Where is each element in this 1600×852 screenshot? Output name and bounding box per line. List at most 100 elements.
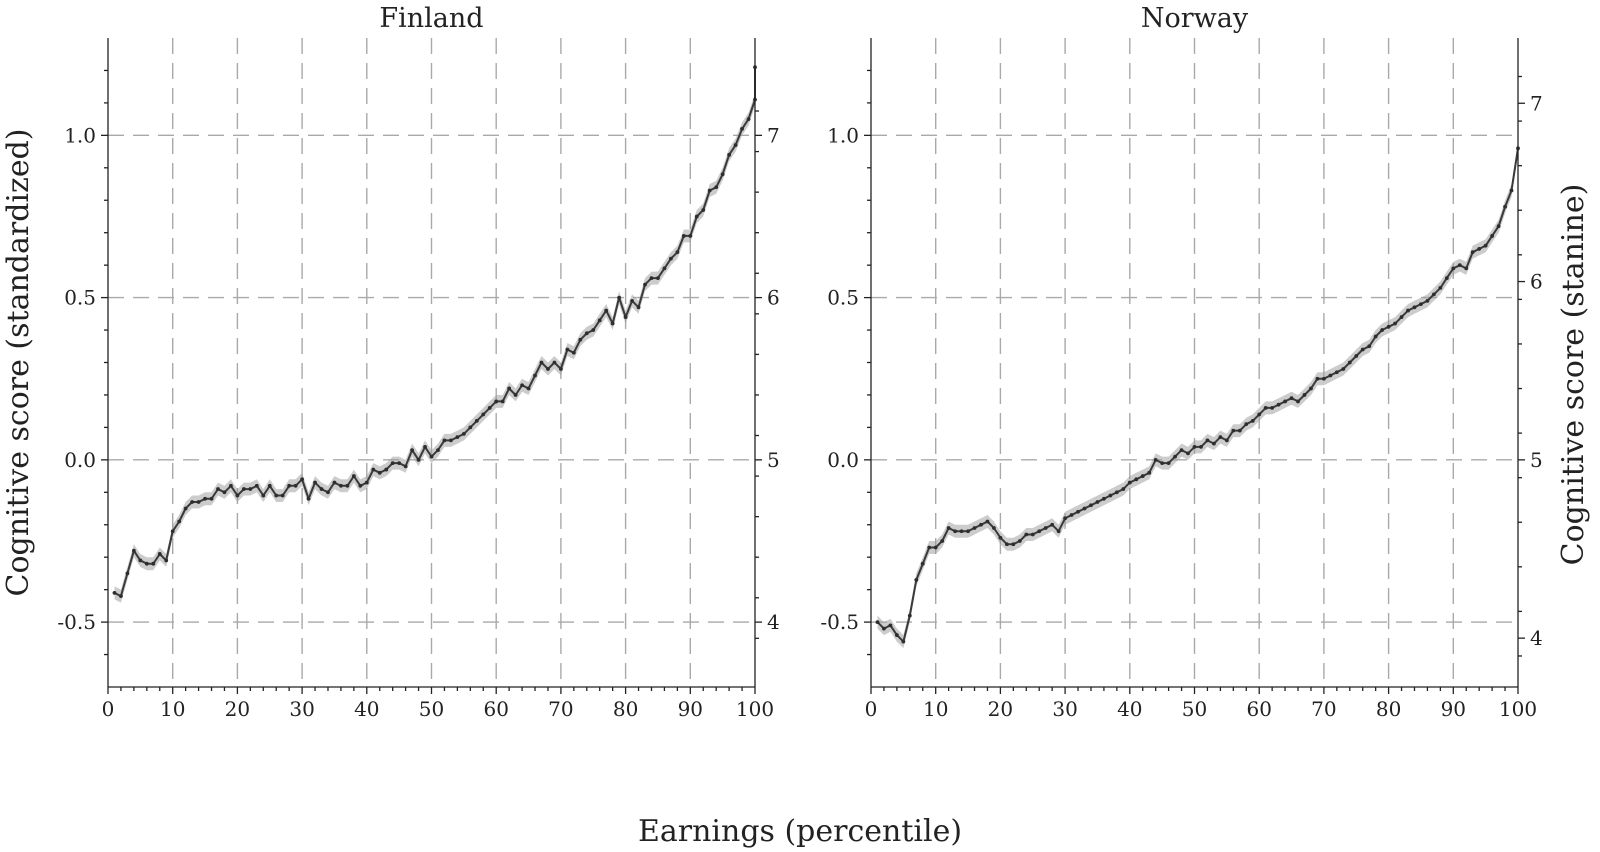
norway-data-point [1050,522,1055,527]
norway-data-point [1451,266,1456,271]
norway-data-point [1108,493,1113,498]
norway-x-tick-label: 70 [1311,697,1336,721]
finland-data-point [222,490,227,495]
finland-data-point [248,487,253,491]
finland-data-point [151,561,156,566]
norway-data-point [1043,526,1048,530]
norway-data-point [1231,428,1236,433]
norway-x-tick-label: 100 [1499,697,1537,721]
finland-data-point [610,321,615,326]
finland-data-point [740,126,744,131]
finland-data-point [235,493,240,498]
norway-data-point [1037,529,1042,534]
finland-data-point [656,276,660,281]
finland-y-tick-label: -0.5 [57,610,96,634]
norway-x-tick-label: 40 [1117,697,1142,721]
norway-y2-tick-label: 7 [1530,91,1543,115]
norway-data-point [1205,438,1210,443]
finland-data-point [552,360,557,365]
norway-data-point [1283,399,1287,404]
norway-data-point [1509,188,1514,193]
finland-data-point [183,506,188,511]
norway-data-point [1431,292,1436,297]
norway-data-point [1224,438,1229,443]
finland-data-point [332,480,337,485]
norway-x-tick-label: 20 [988,697,1013,721]
finland-data-point [306,496,311,501]
finland-data-point [229,483,233,488]
norway-data-point [1147,470,1152,475]
norway-data-point [1270,406,1275,410]
finland-y-tick-label: 0.0 [64,448,96,472]
norway-data-point [1438,285,1443,290]
finland-data-point [526,386,531,391]
norway-data-point [1373,334,1378,339]
norway-data-point [1457,263,1462,268]
finland-data-point [649,276,654,281]
norway-data-point [1011,542,1016,547]
norway-data-point [875,620,880,624]
norway-x-tick-label: 80 [1376,697,1401,721]
norway-confidence-band [877,141,1518,649]
norway-data-point [1089,503,1093,508]
norway-data-point [920,561,925,566]
finland-data-point [287,483,292,488]
finland-data-point [364,480,369,485]
norway-data-point [1334,370,1339,375]
finland-data-point [630,298,634,303]
norway-data-point [1244,422,1249,427]
norway-data-point [1192,444,1197,449]
finland-data-point [119,594,123,599]
norway-data-point [1367,344,1372,349]
norway-data-point [882,626,886,631]
finland-data-point [293,483,298,488]
finland-data-point [733,143,738,147]
norway-y2-tick-label: 5 [1530,448,1543,472]
finland-data-point [254,483,259,488]
norway-data-point [953,529,958,534]
finland-data-point [455,435,460,440]
norway-data-point [985,519,990,524]
norway-panel: 0 10 20 30 40 50 60 70 80 90 100 -0.5 0.0 0.5 1.0 4 5 6 7 N… [820,3,1591,721]
norway-data-point [888,623,893,628]
norway-data-point [992,526,996,530]
norway-data-point [1017,539,1022,543]
finland-data-point [384,467,389,472]
finland-data-point [144,561,149,566]
finland-data-point [546,367,550,371]
norway-data-point [946,526,951,530]
finland-data-point [377,470,382,475]
finland-x-tick-label: 0 [102,697,115,721]
norway-data-point [1296,399,1300,404]
norway-y-tick-label: 0.5 [827,286,859,310]
norway-data-point [1173,454,1177,459]
finland-y-axis-label: Cognitive score (standardized) [1,129,36,597]
norway-data-point [1276,402,1281,407]
norway-data-point [1328,373,1333,378]
finland-data-point [701,208,706,212]
norway-data-point [1483,243,1488,248]
finland-data-point [681,234,686,238]
finland-data-point [216,487,220,491]
norway-data-point [1503,204,1507,209]
finland-data-point [112,590,117,595]
finland-data-point [533,373,537,378]
finland-data-point [280,493,285,498]
norway-data-point [1212,441,1216,446]
norway-data-point [1386,324,1391,329]
finland-data-point [274,493,279,498]
finland-y2-tick-label: 5 [767,448,780,472]
norway-y-tick-label: 0.0 [827,448,859,472]
finland-data-point [584,331,589,336]
finland-data-point [403,464,408,469]
norway-data-point [1004,542,1009,547]
finland-x-tick-label: 80 [613,697,638,721]
finland-data-point [461,431,466,436]
finland-data-point [196,500,201,504]
finland-data-point [177,519,182,524]
finland-data-point [339,483,343,488]
norway-data-point [972,526,977,530]
finland-data-point [474,419,479,423]
norway-data-point [1250,419,1255,423]
norway-data-point [1160,461,1165,465]
